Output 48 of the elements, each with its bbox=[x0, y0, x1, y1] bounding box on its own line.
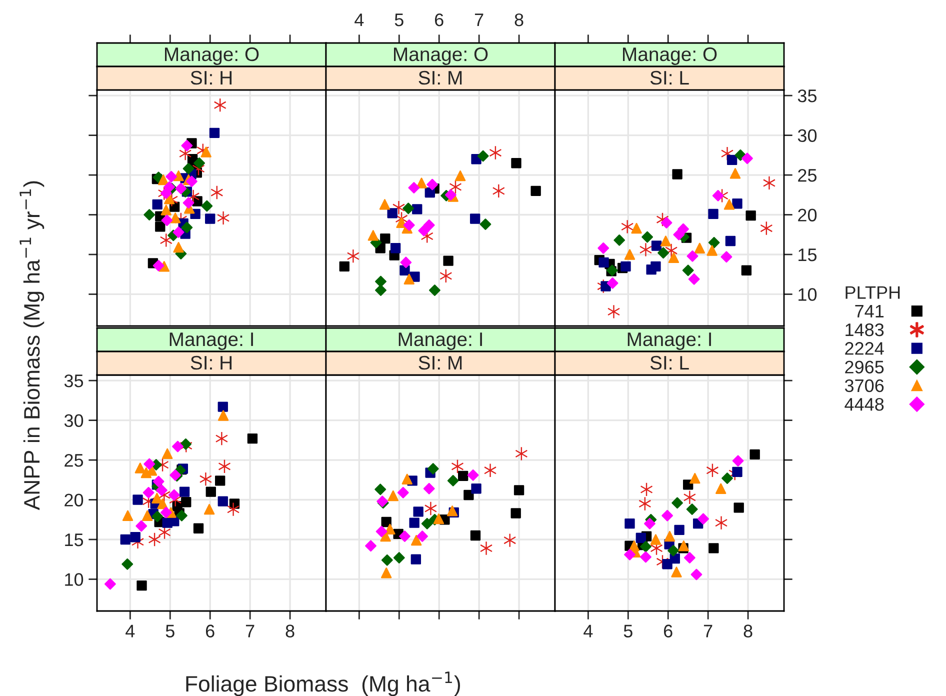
legend-label: 3706 bbox=[844, 379, 884, 392]
legend-label: 4448 bbox=[844, 398, 884, 411]
x-tick-label: 5 bbox=[394, 14, 404, 26]
chart-subtitle: SI: M bbox=[418, 356, 462, 370]
chart-subtitle: SI: L bbox=[650, 356, 689, 370]
y-tick-label: 35 bbox=[798, 89, 817, 102]
legend-label: 1483 bbox=[846, 323, 884, 336]
y-tick-label: 30 bbox=[798, 129, 817, 142]
chart-subtitle: SI: M bbox=[418, 70, 462, 85]
legend-title: PLTPH bbox=[846, 286, 900, 299]
x-tick-label: 5 bbox=[624, 624, 632, 638]
x-tick-label: 8 bbox=[744, 624, 752, 638]
chart-subtitle: SI: L bbox=[650, 70, 689, 85]
chart-title: Manage: O bbox=[165, 47, 259, 65]
legend-label: 2965 bbox=[845, 360, 884, 374]
x-tick-label: 4 bbox=[584, 624, 593, 638]
chart-title: Manage: I bbox=[398, 332, 482, 350]
y-tick-label: 25 bbox=[64, 454, 84, 467]
y-tick-label: 25 bbox=[798, 168, 817, 182]
x-tick-label: 6 bbox=[206, 624, 214, 638]
x-tick-label: 4 bbox=[126, 624, 135, 638]
x-tick-label: 7 bbox=[474, 14, 484, 26]
y-tick-label: 10 bbox=[798, 288, 817, 301]
y-tick-label: 10 bbox=[65, 573, 84, 586]
x-tick-label: 6 bbox=[435, 13, 444, 26]
y-tick-label: 20 bbox=[64, 494, 84, 506]
chart-title: Manage: I bbox=[170, 332, 253, 350]
legend-label: 741 bbox=[855, 304, 884, 318]
y-axis-title: ANPP in Biomass (Mg ha$^{−1}$ yr$^{−1}$) bbox=[20, 181, 44, 510]
x-tick-label: 8 bbox=[514, 13, 524, 26]
y-tick-label: 20 bbox=[798, 208, 817, 222]
chart-title: Manage: O bbox=[394, 47, 488, 65]
chart-subtitle: SI: H bbox=[190, 356, 232, 370]
x-tick-label: 8 bbox=[286, 624, 294, 638]
y-tick-label: 30 bbox=[64, 414, 84, 428]
legend-label: 2224 bbox=[845, 342, 884, 355]
x-tick-label: 7 bbox=[704, 624, 712, 638]
x-tick-label: 7 bbox=[246, 624, 254, 638]
y-tick-label: 15 bbox=[798, 248, 817, 262]
x-tick-label: 4 bbox=[354, 14, 364, 26]
x-tick-label: 6 bbox=[664, 624, 672, 638]
x-tick-label: 5 bbox=[166, 624, 174, 638]
chart-subtitle: SI: H bbox=[190, 70, 232, 85]
y-tick-label: 15 bbox=[65, 534, 84, 546]
chart-title: Manage: I bbox=[628, 332, 711, 350]
y-tick-label: 35 bbox=[64, 374, 84, 388]
chart-title: Manage: O bbox=[623, 47, 717, 65]
x-axis-title: Foliage Biomass (Mg ha$^{−1}$) bbox=[186, 672, 460, 696]
